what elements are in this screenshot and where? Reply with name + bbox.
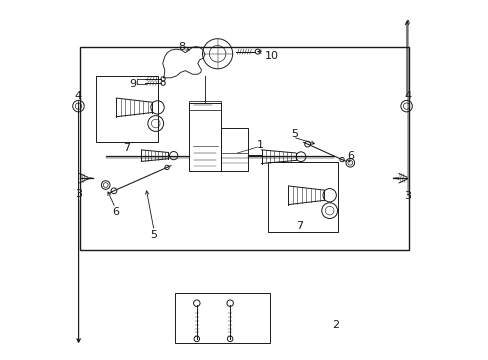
Text: 9: 9 xyxy=(129,79,136,89)
Bar xyxy=(221,128,247,171)
Bar xyxy=(174,293,269,343)
Text: 1: 1 xyxy=(257,140,264,150)
Text: 7: 7 xyxy=(296,221,303,231)
Text: 7: 7 xyxy=(123,143,130,153)
Text: 3: 3 xyxy=(404,191,411,201)
Text: 3: 3 xyxy=(75,189,82,199)
Bar xyxy=(188,101,221,110)
Bar xyxy=(188,103,221,171)
Text: 5: 5 xyxy=(291,129,298,139)
Bar xyxy=(80,47,408,250)
Text: 6: 6 xyxy=(347,151,354,161)
Text: 6: 6 xyxy=(112,207,119,217)
Bar xyxy=(267,162,337,232)
Text: 8: 8 xyxy=(178,42,185,51)
Text: 2: 2 xyxy=(332,320,339,329)
Bar xyxy=(96,76,158,142)
Text: 4: 4 xyxy=(74,91,81,102)
Text: 4: 4 xyxy=(404,91,411,102)
Text: 5: 5 xyxy=(150,230,157,239)
Text: 10: 10 xyxy=(264,50,279,60)
